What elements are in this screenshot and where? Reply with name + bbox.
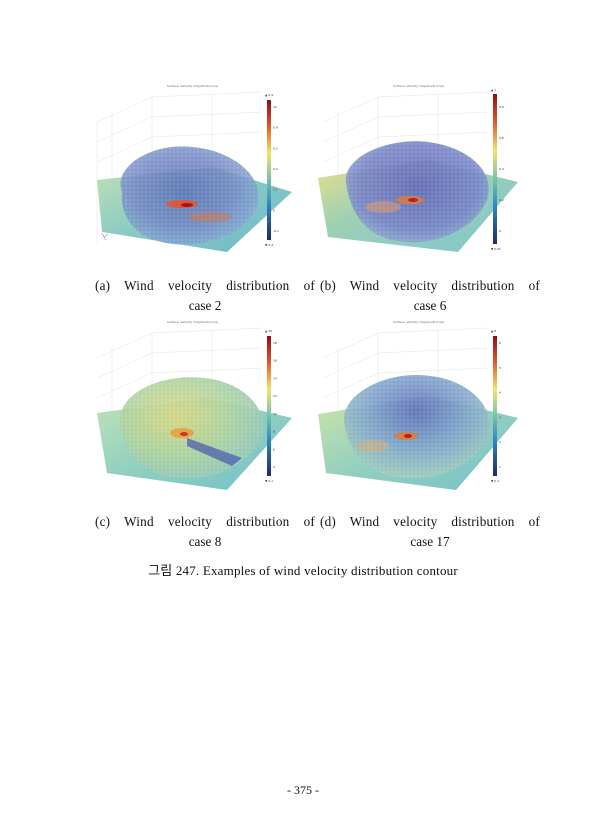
- caption-a-line2: case 2: [188, 298, 222, 313]
- contour-plot-c-svg: Surface: Velocity magnitude (m/s) ▲ 20 1…: [96, 320, 292, 490]
- colorbar-min-c: ▼ 0.1: [265, 479, 273, 483]
- colorbar-a: [267, 100, 271, 240]
- colorbar-min-d: ▼ 0.1: [491, 479, 499, 483]
- colorbar-tick-label: 6: [273, 447, 275, 451]
- colorbar-tick-label: 3: [499, 415, 501, 419]
- colorbar-tick-label: 5: [499, 366, 501, 370]
- plot-title-b: Surface: Velocity magnitude (m/s): [393, 84, 444, 88]
- colorbar-tick-label: 0.2: [273, 167, 278, 171]
- colorbar-tick-label: 0.4: [273, 126, 278, 130]
- contour-plot-b-svg: Surface: Velocity magnitude (m/s) ▲ 1 0.…: [318, 84, 518, 252]
- colorbar-ticks-a: 10 0.4 0.3 0.2 0.1 0 -0.1: [273, 105, 279, 233]
- colorbar-tick-label: 1: [499, 465, 501, 469]
- colorbar-tick-label: 0.2: [499, 198, 504, 202]
- colorbar-tick-label: 0.8: [499, 105, 504, 109]
- colorbar-tick-label: 2: [499, 440, 501, 444]
- colorbar-tick-label: 0.1: [273, 188, 278, 192]
- colorbar-max-c: ▲ 20: [265, 329, 272, 333]
- plot-title-d: Surface: Velocity magnitude (m/s): [393, 320, 444, 324]
- plot-title-a: Surface: Velocity magnitude (m/s): [167, 84, 218, 88]
- colorbar-ticks-b: 0.8 0.6 0.4 0.2 0: [499, 105, 504, 233]
- colorbar-tick-label: 0: [499, 229, 501, 233]
- contour-plot-b: Surface: Velocity magnitude (m/s) ▲ 1 0.…: [318, 82, 518, 262]
- colorbar-tick-label: 0: [273, 208, 275, 212]
- colorbar-d: [493, 336, 497, 476]
- colorbar-tick-label: 4: [273, 465, 275, 469]
- caption-b-line1: (b) Wind velocity distribution of: [320, 278, 540, 293]
- figure-caption: 그림 247. Examples of wind velocity distri…: [148, 563, 458, 578]
- colorbar-tick-label: 14: [273, 376, 277, 380]
- page-number: - 375 -: [287, 783, 319, 797]
- colorbar-tick-label: 0.6: [499, 136, 504, 140]
- caption-c-line2: case 8: [188, 534, 222, 549]
- contour-plot-a: Surface: Velocity magnitude (m/s) ▲ 0.4 …: [92, 82, 292, 262]
- colorbar-tick-label: 0.4: [499, 167, 504, 171]
- colorbar-tick-label: 6: [499, 341, 501, 345]
- colorbar-tick-label: 8: [273, 430, 275, 434]
- colorbar-tick-label: -0.1: [273, 229, 279, 233]
- colorbar-min-b: ▼ 0.01: [491, 247, 501, 251]
- colorbar-tick-label: 0.3: [273, 146, 278, 150]
- caption-d-line2: case 17: [410, 534, 450, 549]
- colorbar-max-b: ▲ 1: [491, 88, 496, 92]
- caption-c-line1: (c) Wind velocity distribution of: [95, 514, 315, 529]
- colorbar-b: [493, 94, 497, 244]
- colorbar-max-d: ▲ 8: [491, 329, 496, 333]
- colorbar-tick-label: 10: [273, 412, 277, 416]
- caption-b-line2: case 6: [413, 298, 447, 313]
- caption-a-line1: (a) Wind velocity distribution of: [95, 278, 315, 293]
- colorbar-tick-label: 12: [273, 394, 277, 398]
- contour-plot-a-svg: Surface: Velocity magnitude (m/s) ▲ 0.4 …: [96, 84, 292, 252]
- axis-triad-a: [101, 232, 109, 241]
- contour-plot-d: Surface: Velocity magnitude (m/s) ▲ 8 6 5…: [318, 318, 518, 498]
- contour-plot-c: Surface: Velocity magnitude (m/s) ▲ 20 1…: [92, 318, 292, 498]
- colorbar-max-a: ▲ 0.4: [265, 93, 273, 97]
- colorbar-ticks-d: 6 5 4 3 2 1: [499, 341, 501, 469]
- colorbar-tick-label: 16: [273, 359, 277, 363]
- colorbar-tick-label: 10: [273, 105, 277, 109]
- colorbar-ticks-c: 18 16 14 12 10 8 6 4: [273, 341, 277, 469]
- contour-plot-d-svg: Surface: Velocity magnitude (m/s) ▲ 8 6 5…: [318, 320, 518, 490]
- colorbar-tick-label: 18: [273, 341, 277, 345]
- colorbar-min-a: ▼ 0.4: [265, 243, 273, 247]
- colorbar-c: [267, 336, 271, 476]
- plot-title-c: Surface: Velocity magnitude (m/s): [167, 320, 218, 324]
- caption-d-line1: (d) Wind velocity distribution of: [320, 514, 540, 529]
- colorbar-tick-label: 4: [499, 391, 501, 395]
